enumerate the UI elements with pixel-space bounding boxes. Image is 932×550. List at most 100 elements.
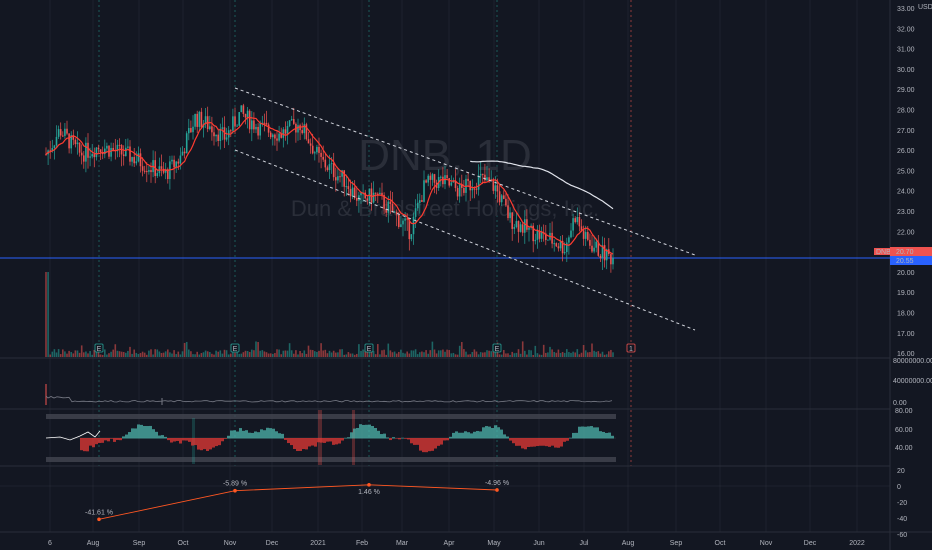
earnings-marker [230, 343, 240, 353]
oscillator-fill [269, 428, 272, 439]
volume-bar [181, 351, 184, 357]
zigzag-point [233, 488, 237, 493]
oscillator-fill [284, 438, 287, 440]
oscillator-fill [200, 438, 203, 451]
volume-bar [568, 352, 570, 357]
symbol-tag-label: DNB [876, 249, 891, 256]
volume-bar [385, 354, 387, 357]
candle-body [171, 159, 173, 162]
event-markers: E E E E 1 [94, 343, 636, 353]
candle-body [406, 218, 408, 220]
volume-bar [593, 350, 595, 357]
volume-bar [320, 343, 322, 357]
candle-body [259, 123, 261, 136]
candle-body [293, 119, 295, 124]
volume-bar [223, 349, 226, 357]
oscillator-fill [536, 438, 539, 447]
oscillator-fill [134, 428, 137, 439]
volume-bar [421, 351, 423, 357]
volume-bar [595, 351, 597, 357]
candle-body [603, 245, 606, 261]
candle-body [192, 126, 194, 133]
volume-bar [360, 350, 362, 357]
oscillator-fill [191, 438, 194, 446]
volume-bar [179, 354, 182, 357]
candle-body [167, 169, 169, 179]
volume-bar [47, 272, 49, 357]
volume-bar [339, 349, 341, 357]
candle-body [463, 187, 465, 193]
candle-body [561, 240, 564, 254]
volume-bar [301, 353, 303, 357]
volume-bar [408, 353, 411, 357]
time-tick-label: 2022 [849, 540, 865, 547]
price-tick-label: 33.00 [897, 6, 915, 13]
volume-bar [404, 353, 406, 357]
volume-bar [578, 354, 581, 357]
volume-bar [391, 352, 394, 357]
volume-bar [150, 349, 152, 357]
volume-bar [362, 349, 364, 357]
candle-body [421, 200, 423, 202]
candle-body [284, 129, 287, 134]
time-axis[interactable]: 6 Aug Sep Oct Nov Dec 2021 Feb Mar Apr May Jun Jul Au… [48, 540, 865, 547]
oscillator-fill [137, 424, 140, 439]
price-tick-label: 20.00 [897, 270, 915, 277]
oscillator-fill [455, 431, 458, 439]
volume-tick-label: 0.00 [893, 400, 907, 407]
volume-bar [244, 350, 247, 357]
candle-body [95, 147, 98, 158]
oscillator-fill [377, 430, 380, 439]
volume-bar [53, 349, 56, 357]
candle-body [198, 111, 201, 127]
volume-bar [261, 350, 264, 357]
oscillator-fill [152, 429, 155, 439]
candle-body [265, 122, 268, 125]
candle-body [272, 134, 274, 138]
oscillator-fill [437, 438, 440, 446]
channel-lower-line[interactable] [234, 149, 696, 331]
candle-body [78, 142, 81, 153]
earnings-marker-label: E [97, 346, 102, 353]
volume-bar [263, 351, 266, 357]
candle-body [446, 175, 448, 179]
volume-bar [137, 354, 140, 357]
oscillator-fill [128, 432, 131, 439]
volume-bar [87, 353, 89, 357]
volume-bar [368, 351, 371, 357]
volume-bar [259, 350, 261, 357]
candle-body [356, 198, 358, 201]
candle-body [370, 188, 373, 203]
candle-body [456, 187, 459, 197]
volume-bar [471, 352, 474, 357]
oscillator-fill [479, 431, 482, 439]
zigzag-label: -5.89 % [223, 481, 247, 488]
volume-bar [309, 349, 312, 357]
candle-body [125, 147, 127, 157]
volume-bar [192, 354, 194, 357]
candle-body [496, 185, 499, 192]
candle-body [307, 139, 310, 144]
volume-bar [597, 351, 600, 357]
oscillator-fill [530, 438, 533, 447]
time-tick-label: May [487, 540, 501, 547]
oscillator-fill [464, 431, 467, 439]
candle-body [559, 240, 562, 249]
volume-bar [486, 350, 488, 357]
price-axis[interactable]: 33.00 32.00 31.00 30.00 29.00 28.00 27.00 26.00… [897, 4, 932, 358]
volume-bar [570, 352, 572, 357]
oscillator-fill [473, 431, 476, 439]
candle-body [385, 208, 387, 213]
volume-bar [202, 352, 205, 357]
oscillator-fill [293, 438, 296, 449]
volume-bar [503, 350, 505, 357]
volume-bar [236, 350, 238, 357]
candle-body [299, 125, 301, 131]
zigzag-label: -41.61 % [85, 509, 113, 516]
oscillator-fill [143, 426, 146, 439]
time-tick-label: Nov [760, 540, 773, 547]
candle-body [431, 174, 434, 180]
oscillator-fill [83, 438, 86, 452]
